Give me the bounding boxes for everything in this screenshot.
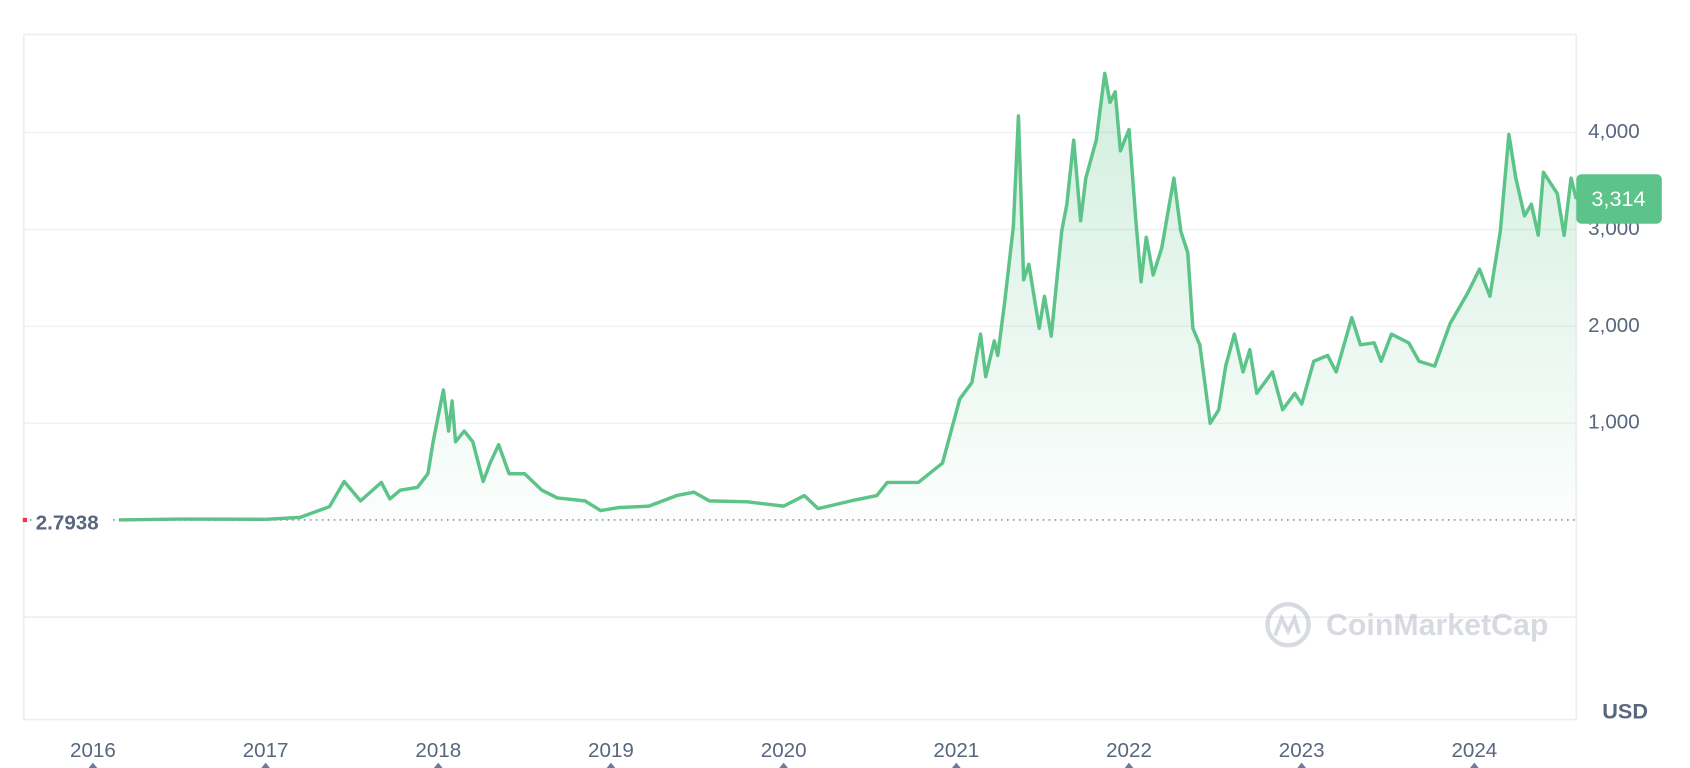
start-price-label: 2.7938 [36,512,99,535]
watermark-logo-mark [1273,613,1301,637]
watermark: CoinMarketCap [1265,602,1548,648]
x-tick-label: 2016 [70,739,116,762]
x-tick-label: 2022 [1106,739,1152,762]
y-tick-label: 4,000 [1588,120,1639,143]
x-tick-mark [1297,762,1307,768]
x-tick-label: 2023 [1279,739,1325,762]
watermark-logo [1265,602,1311,648]
last-price-label: 3,314 [1591,186,1645,211]
y-tick-label: 1,000 [1588,411,1639,434]
x-tick-mark [261,762,270,768]
start-marker [22,517,28,523]
price-area [118,73,1577,521]
x-tick-mark [433,762,443,768]
last-price-tag [1576,174,1662,224]
x-tick-mark [779,762,788,768]
y-tick-label: 2,000 [1588,314,1639,337]
x-tick-mark [1470,762,1479,768]
price-line [118,71,1578,522]
x-tick-label: 2018 [415,739,461,762]
x-tick-label: 2019 [588,739,634,762]
x-tick-label: 2024 [1451,739,1497,762]
currency-label: USD [1602,699,1648,724]
x-tick-mark [88,762,98,768]
x-tick-mark [951,762,961,768]
x-tick-mark [1124,762,1134,768]
start-label-bg [32,505,113,534]
watermark-text: CoinMarketCap [1326,609,1548,642]
x-tick-label: 2021 [933,739,979,762]
x-tick-label: 2017 [243,739,289,762]
x-tick-mark [606,762,616,768]
x-tick-label: 2020 [761,739,807,762]
